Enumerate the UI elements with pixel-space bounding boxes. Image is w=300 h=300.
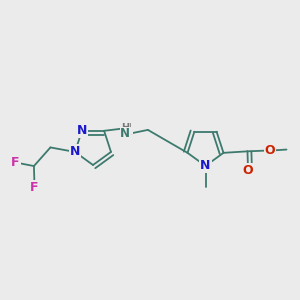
Text: N: N	[70, 146, 80, 158]
Text: N: N	[77, 124, 87, 137]
Text: F: F	[11, 156, 20, 169]
Text: O: O	[265, 144, 275, 157]
Text: H: H	[121, 122, 129, 133]
Text: O: O	[243, 164, 254, 177]
Text: F: F	[30, 181, 39, 194]
Text: H: H	[123, 123, 132, 134]
Text: N: N	[200, 159, 211, 172]
Text: N: N	[120, 127, 130, 140]
